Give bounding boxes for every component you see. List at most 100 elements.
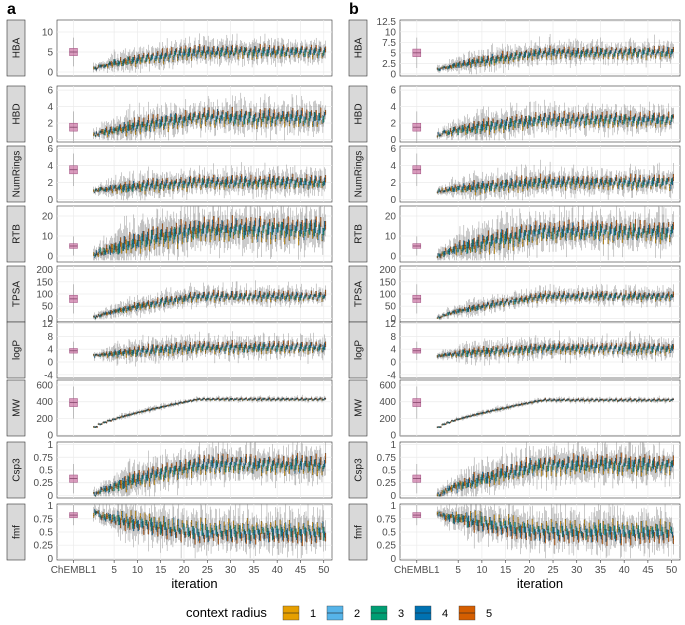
box-iter-33-radius-5 [245, 43, 247, 55]
box-iter-1-radius-4 [95, 127, 97, 138]
box-iter-1-radius-3 [94, 132, 97, 139]
y-tick-label: 200 [36, 265, 53, 276]
box-iter-3-radius-5 [106, 61, 108, 68]
box-iter-6-radius-5 [119, 116, 122, 140]
box-iter-32-radius-5 [241, 40, 243, 55]
box-iter-50-radius-4 [324, 44, 326, 59]
box-iter-1-radius-4 [95, 64, 97, 73]
box-iter-27-radius-5 [217, 44, 219, 56]
box-iter-6-radius-2 [117, 53, 119, 72]
box-iter-10-radius-4 [137, 51, 139, 70]
box-iter-45-radius-1 [298, 50, 300, 64]
y-tick-label: 4 [47, 161, 53, 172]
box-iter-26-radius-5 [213, 38, 215, 57]
box-iter-5-radius-1 [111, 54, 113, 72]
box-iter-24-radius-4 [202, 36, 205, 60]
box-iter-21-radius-1 [186, 49, 188, 65]
box-iter-2-radius-3 [99, 127, 101, 135]
facet-strip [6, 19, 26, 77]
box-iter-44-radius-5 [297, 42, 299, 59]
box-iter-29-radius-5 [227, 38, 229, 60]
facet-NumRings: 0 2 4 6 NumRings [6, 144, 333, 206]
box-iter-17-radius-3 [169, 48, 171, 63]
y-tick-label: 6 [47, 144, 53, 155]
box-iter-23-radius-3 [197, 45, 199, 60]
box-iter-3-radius-3 [104, 121, 106, 140]
box-iter-50-radius-5 [324, 40, 327, 59]
box-iter-44-radius-2 [294, 42, 296, 63]
box-iter-25-radius-5 [208, 41, 210, 57]
y-tick-label: 2 [47, 178, 53, 189]
y-tick-label: 100 [36, 290, 53, 301]
box-iter-13-radius-5 [152, 47, 154, 59]
box-iter-23-radius-1 [195, 49, 197, 62]
box-iter-38-radius-3 [267, 40, 269, 65]
box-iter-19-radius-5 [180, 39, 182, 58]
y-tick-label: 0 [47, 252, 53, 263]
box-iter-18-radius-2 [173, 46, 175, 66]
box-iter-48-radius-5 [315, 37, 317, 56]
box-iter-41-radius-1 [279, 48, 281, 63]
box-iter-11-radius-3 [141, 48, 143, 69]
y-tick-label: 10 [42, 232, 54, 243]
box-iter-11-radius-5 [143, 46, 145, 64]
box-iter-39-radius-1 [270, 50, 272, 59]
box-iter-13-radius-4 [151, 45, 153, 66]
box-iter-21-radius-2 [187, 47, 189, 61]
box-iter-29-radius-2 [224, 43, 226, 62]
box-iter-30-radius-3 [230, 44, 232, 60]
box-iter-24-radius-1 [200, 46, 202, 63]
box-iter-43-radius-1 [288, 50, 290, 63]
y-tick-label: 20 [42, 212, 54, 223]
box-iter-20-radius-3 [183, 39, 185, 63]
box-iter-2-radius-5 [101, 62, 103, 70]
y-tick-label: 6 [47, 86, 53, 97]
box-iter-46-radius-3 [304, 39, 306, 64]
box-iter-49-radius-5 [320, 41, 322, 55]
box-iter-27-radius-2 [215, 49, 217, 59]
y-tick-label: 5 [47, 48, 53, 59]
box-iter-16-radius-5 [166, 38, 168, 62]
box-iter-23-radius-5 [199, 33, 201, 59]
box-iter-15-radius-4 [161, 49, 163, 67]
box-iter-47-radius-2 [308, 49, 310, 63]
box-iter-22-radius-2 [191, 48, 194, 60]
box-iter-6-radius-5 [119, 51, 122, 66]
box-iter-43-radius-4 [291, 42, 293, 60]
y-tick-label: 0 [47, 195, 53, 206]
box-iter-17-radius-2 [168, 48, 170, 69]
box-iter-36-radius-2 [257, 42, 259, 66]
box-iter-38-radius-4 [268, 38, 270, 57]
box-iter-47-radius-4 [310, 40, 312, 64]
box-iter-3-radius-3 [104, 62, 106, 70]
box-iter-32-radius-1 [237, 47, 239, 66]
box-iter-10-radius-1 [135, 56, 137, 73]
box-iter-3-radius-5 [106, 121, 108, 139]
box-iter-20-radius-4 [184, 43, 186, 60]
box-iter-48-radius-1 [312, 47, 314, 65]
box-iter-40-radius-5 [278, 41, 280, 55]
box-iter-49-radius-3 [318, 40, 320, 62]
box-iter-1-radius-5 [96, 132, 98, 137]
y-tick-label: 10 [42, 28, 54, 39]
box-iter-31-radius-5 [236, 33, 238, 60]
box-iter-50-radius-3 [323, 44, 325, 59]
box-iter-8-radius-4 [128, 52, 130, 64]
box-iter-5-radius-1 [111, 128, 113, 138]
box-iter-14-radius-5 [157, 47, 159, 60]
facet-label: RTB [12, 224, 23, 244]
box-iter-3-radius-4 [105, 63, 107, 69]
box-iter-12-radius-1 [144, 57, 146, 67]
box-iter-35-radius-5 [255, 41, 257, 57]
box-iter-19-radius-2 [177, 50, 180, 63]
box-iter-6-radius-2 [117, 121, 119, 141]
box-iter-22-radius-1 [190, 47, 193, 68]
box-iter-4-radius-5 [110, 120, 112, 140]
box-iter-11-radius-2 [140, 53, 142, 65]
y-tick-label: 0 [47, 135, 53, 146]
box-iter-7-radius-5 [124, 48, 126, 71]
facet-RTB: 0 10 20 RTB [6, 205, 333, 263]
box-iter-14-radius-2 [154, 47, 156, 68]
box-iter-39-radius-2 [271, 37, 273, 65]
